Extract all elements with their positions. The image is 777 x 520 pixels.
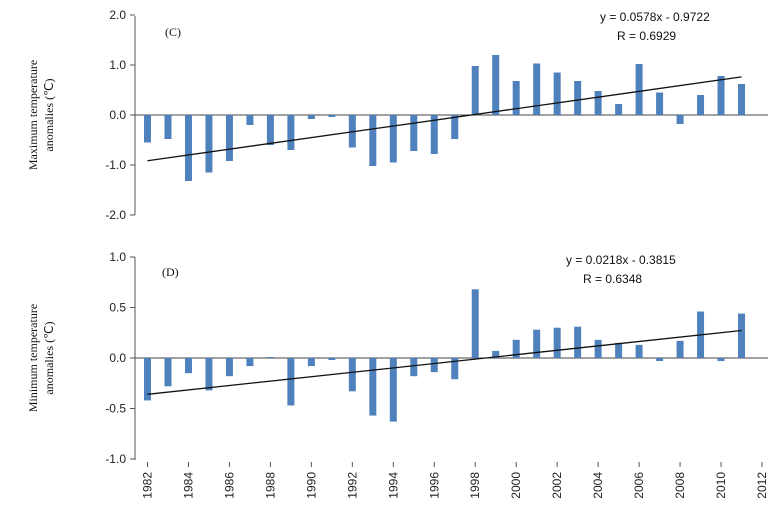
panel-1-y-axis-label-line: anomalies (℃) [42, 321, 56, 394]
x-tick-label: 1984 [181, 472, 195, 499]
panel-0-bar [738, 84, 746, 115]
panel-1-bar [184, 358, 192, 374]
panel-1-bar [574, 326, 582, 358]
panel-1-y-tick-label: -0.5 [105, 402, 126, 416]
panel-1-bar [369, 358, 377, 416]
panel-0-bar [635, 64, 643, 115]
panel-0-y-tick-label: 2.0 [109, 8, 126, 22]
panel-0-bar [184, 115, 192, 181]
x-tick-label: 1986 [222, 472, 236, 499]
panel-0-bar [328, 115, 336, 117]
panel-0-y-axis-label: Maximum temperature anomalies (℃) [26, 60, 56, 170]
panel-1-trendline [147, 329, 742, 395]
panel-0-bar [451, 115, 459, 139]
panel-0-bar [676, 115, 684, 124]
panel-0-panel-label: (C) [165, 25, 181, 39]
panel-1-y-tick-label: 1.0 [109, 250, 126, 264]
panel-0-bar [246, 115, 254, 125]
x-tick-label: 1982 [141, 472, 155, 499]
panel-1-bar [615, 342, 623, 358]
panel-0-bar [266, 115, 274, 145]
x-tick-label: 1992 [345, 472, 359, 499]
panel-0-bar [615, 104, 623, 115]
panel-1-y-axis-label-line: Minimum temperature [26, 304, 40, 412]
panel-1-bar [471, 289, 479, 358]
panel-0-bar [389, 115, 397, 163]
x-tick-label: 1988 [263, 472, 277, 499]
panel-1-bar [676, 340, 684, 358]
panel-0-bar [164, 115, 172, 139]
panel-1-bar [144, 358, 151, 401]
x-tick-label: 1996 [427, 472, 441, 499]
panel-1-bar [328, 358, 336, 361]
x-tick-label: 1994 [386, 472, 400, 499]
panel-1-trend-equation: y = 0.0218x - 0.3815 [566, 253, 676, 267]
panel-0-bar [410, 115, 418, 151]
panel-0-bar [492, 55, 500, 115]
x-tick-label: 1998 [468, 472, 482, 499]
panel-0-trend-equation: y = 0.0578x - 0.9722 [600, 10, 710, 24]
panel-0-bar [144, 115, 151, 143]
x-tick-label: 1990 [304, 472, 318, 499]
panel-0-bar [512, 81, 520, 115]
panel-0-y-axis-label-line: Maximum temperature [26, 60, 40, 170]
panel-1-bar [451, 358, 459, 380]
panel-0-y-tick-label: 0.0 [109, 108, 126, 122]
panel-1-bar [246, 358, 254, 367]
x-tick-label: 2000 [509, 472, 523, 499]
x-tick-label: 2002 [550, 472, 564, 499]
panel-1-bar [287, 358, 295, 406]
panel-1-bar [738, 313, 746, 358]
panel-1-bar [656, 358, 664, 362]
panel-1-bar [553, 327, 561, 358]
panel-0-bar [656, 92, 664, 115]
panel-1-bar [164, 358, 172, 387]
panel-0-y-tick-label: -1.0 [105, 158, 126, 172]
panel-0-bar [533, 63, 541, 115]
panel-0-bar [574, 81, 582, 115]
panel-1-bar [533, 329, 541, 358]
panel-0-y-tick-label: 1.0 [109, 58, 126, 72]
x-tick-label: 2012 [755, 472, 769, 499]
panel-0-bar [205, 115, 213, 173]
panel-1-y-tick-label: 0.0 [109, 351, 126, 365]
panel-1-bar [348, 358, 356, 392]
panel-1-bar [594, 339, 602, 358]
panel-0-y-tick-label: -2.0 [105, 208, 126, 222]
panel-0-bar [471, 66, 479, 115]
panel-1-y-tick-label: -1.0 [105, 452, 126, 466]
panel-1-bar [225, 358, 233, 377]
panel-0-bar [287, 115, 295, 150]
panel-1-bar [635, 344, 643, 358]
panel-0-trendline [147, 76, 742, 162]
panel-0-bar [717, 76, 725, 115]
panel-1-bar [389, 358, 397, 422]
panel-1-bar [717, 358, 725, 362]
panel-1-bar [266, 356, 274, 358]
panel-0-bar [225, 115, 233, 161]
panel-1-bar [430, 358, 438, 373]
panel-1-bar [512, 339, 520, 358]
panel-1-bar [410, 358, 418, 377]
panel-0-bar [553, 72, 561, 115]
x-tick-label: 2006 [632, 472, 646, 499]
x-tick-label: 2010 [714, 472, 728, 499]
panel-0-y-axis-label-line: anomalies (℃) [42, 78, 56, 151]
panel-1-panel-label: (D) [162, 265, 179, 279]
panel-1-trend-r-value: R = 0.6348 [583, 272, 642, 286]
panel-0-bar [697, 95, 705, 115]
panel-1-y-axis-label: Minimum temperature anomalies (℃) [26, 304, 56, 412]
panel-1-y-tick-label: 0.5 [109, 301, 126, 315]
panel-1-bar [307, 358, 315, 367]
panel-0-bar [594, 91, 602, 115]
panel-0-bar [430, 115, 438, 154]
panel-1-bar [492, 350, 500, 358]
panel-0-bar [369, 115, 377, 166]
x-tick-label: 2008 [673, 472, 687, 499]
x-tick-label: 2004 [591, 472, 605, 499]
panel-0-trend-r-value: R = 0.6929 [617, 29, 676, 43]
panel-1-bar [205, 358, 213, 391]
panel-0-bar [307, 115, 315, 119]
